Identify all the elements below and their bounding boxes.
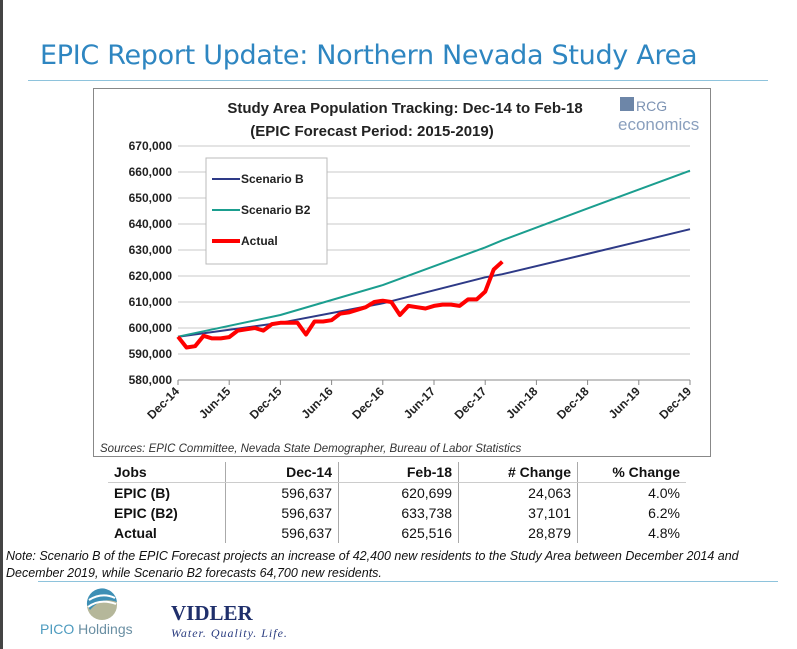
cell: 6.2%	[577, 503, 686, 523]
rcg-logo-mark	[620, 97, 634, 111]
legend-label-scenario-b: Scenario B	[241, 172, 304, 186]
x-tick-label: Jun-19	[606, 384, 643, 421]
table-row: EPIC (B) 596,637 620,699 24,063 4.0%	[108, 482, 686, 503]
x-tick-label: Dec-17	[452, 384, 490, 422]
y-tick-label: 620,000	[129, 269, 173, 283]
y-tick-label: 640,000	[129, 217, 173, 231]
x-tick-label: Jun-16	[298, 384, 335, 421]
table-row: EPIC (B2) 596,637 633,738 37,101 6.2%	[108, 503, 686, 523]
series-line-actual	[176, 260, 504, 350]
vidler-tagline: Water. Quality. Life.	[171, 626, 288, 640]
y-tick-label: 610,000	[129, 295, 173, 309]
row-label: Actual	[114, 525, 157, 541]
cell: 625,516	[338, 523, 459, 543]
cell: 620,699	[338, 482, 459, 503]
series-line-scenario-b2	[177, 169, 691, 338]
header-dec-14: Dec-14	[225, 462, 339, 483]
window-edge	[0, 0, 3, 649]
x-tick-label: Dec-19	[656, 384, 694, 422]
x-tick-label: Dec-16	[349, 384, 387, 422]
rcg-logo-subtext: economics	[618, 115, 699, 134]
footnote: Note: Scenario B of the EPIC Forecast pr…	[6, 549, 739, 580]
legend-label-actual: Actual	[241, 234, 278, 248]
y-tick-label: 630,000	[129, 243, 173, 257]
x-tick-label: Dec-14	[144, 384, 182, 422]
cell: 596,637	[225, 503, 339, 523]
cell: 24,063	[458, 482, 578, 503]
title-divider	[28, 80, 768, 81]
vidler-logo: VIDLER	[171, 601, 253, 625]
population-chart: Study Area Population Tracking: Dec-14 t…	[100, 97, 699, 455]
slide-title: EPIC Report Update: Northern Nevada Stud…	[40, 40, 698, 71]
comparison-table: Jobs Dec-14 Feb-18 # Change % Change EPI…	[108, 462, 686, 543]
cell: 596,637	[225, 523, 339, 543]
cell: 596,637	[225, 482, 339, 503]
y-tick-label: 580,000	[129, 373, 173, 387]
table-header-row: Jobs Dec-14 Feb-18 # Change % Change	[108, 462, 686, 483]
header-pct-change: % Change	[577, 462, 686, 483]
x-tick-label: Dec-15	[247, 384, 285, 422]
chart-source: Sources: EPIC Committee, Nevada State De…	[100, 443, 521, 455]
cell: 4.8%	[577, 523, 686, 543]
cell: 28,879	[458, 523, 578, 543]
legend-label-scenario-b2: Scenario B2	[241, 203, 311, 217]
x-tick-label: Jun-17	[401, 384, 438, 421]
rcg-logo: RCG economics	[618, 97, 699, 134]
y-tick-label: 650,000	[129, 191, 173, 205]
y-tick-label: 600,000	[129, 321, 173, 335]
row-label: EPIC (B)	[114, 485, 170, 501]
pico-logo-text: PICO	[40, 621, 75, 637]
header-feb-18: Feb-18	[338, 462, 459, 483]
header-num-change: # Change	[458, 462, 578, 483]
chart-title: Study Area Population Tracking: Dec-14 t…	[227, 100, 582, 117]
cell: 4.0%	[577, 482, 686, 503]
pico-holdings-logo: PICO Holdings	[40, 621, 133, 637]
rcg-logo-text: RCG	[636, 98, 667, 114]
table-row: Actual 596,637 625,516 28,879 4.8%	[108, 523, 686, 543]
cell: 633,738	[338, 503, 459, 523]
chart-frame	[93, 88, 711, 457]
holdings-logo-text: Holdings	[74, 621, 133, 637]
y-tick-label: 660,000	[129, 165, 173, 179]
x-tick-label: Jun-15	[196, 384, 233, 421]
x-tick-label: Jun-18	[503, 384, 540, 421]
y-tick-label: 590,000	[129, 347, 173, 361]
cell: 37,101	[458, 503, 578, 523]
chart-subtitle: (EPIC Forecast Period: 2015-2019)	[250, 123, 493, 140]
header-jobs: Jobs	[108, 462, 226, 483]
pico-logo-icon	[86, 588, 117, 620]
row-label: EPIC (B2)	[114, 505, 178, 521]
footer-divider	[38, 581, 778, 582]
legend: Scenario B Scenario B2 Actual	[205, 157, 328, 265]
x-tick-label: Dec-18	[554, 384, 592, 422]
y-tick-label: 670,000	[129, 139, 173, 153]
